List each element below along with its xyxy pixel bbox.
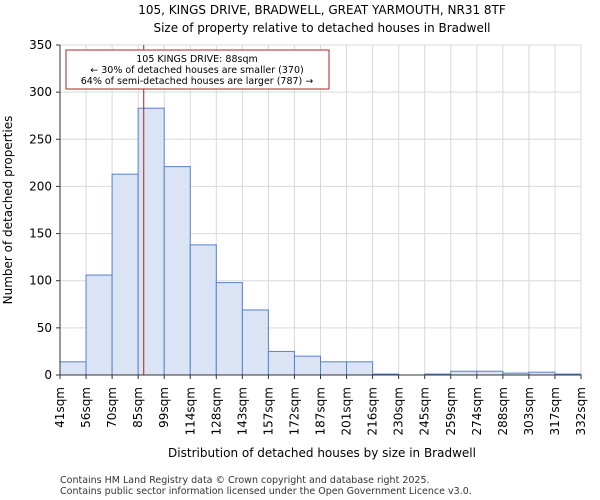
bar-172sqm: [293, 355, 322, 376]
x-tick-label-288sqm: 288sqm: [496, 387, 510, 435]
bar-56sqm: [85, 274, 113, 376]
bar-143sqm: [241, 309, 269, 376]
annotation-line-3: 64% of semi-detached houses are larger (…: [81, 76, 314, 87]
x-tick-label-274sqm: 274sqm: [470, 387, 484, 435]
y-tick-label-150: 150: [29, 227, 52, 241]
x-tick-label-317sqm: 317sqm: [548, 387, 562, 435]
annotation-line-1: 105 KINGS DRIVE: 88sqm: [136, 54, 257, 65]
x-tick-label-70sqm: 70sqm: [105, 387, 119, 428]
x-axis-label: Distribution of detached houses by size …: [168, 446, 476, 460]
bar-128sqm: [215, 282, 243, 376]
x-tick-label-259sqm: 259sqm: [444, 387, 458, 435]
y-tick-labels: 0 50 100 150 200 250 300 350: [29, 38, 60, 382]
bar-157sqm: [267, 350, 295, 376]
annotation-line-2: ← 30% of detached houses are smaller (37…: [90, 65, 303, 76]
chart-title: 105, KINGS DRIVE, BRADWELL, GREAT YARMOU…: [138, 3, 506, 17]
x-tick-label-230sqm: 230sqm: [392, 387, 406, 435]
x-tick-label-303sqm: 303sqm: [522, 387, 536, 435]
y-tick-label-250: 250: [29, 132, 52, 146]
x-tick-label-114sqm: 114sqm: [183, 387, 197, 435]
y-tick-label-350: 350: [29, 38, 52, 52]
y-tick-label-100: 100: [29, 274, 52, 288]
bar-99sqm: [163, 166, 191, 376]
x-tick-label-56sqm: 56sqm: [79, 387, 93, 428]
x-tick-label-216sqm: 216sqm: [366, 387, 380, 435]
bar-259sqm: [450, 370, 478, 376]
y-tick-label-50: 50: [37, 321, 52, 335]
y-axis-label: Number of detached properties: [1, 116, 15, 305]
x-tick-label-41sqm: 41sqm: [53, 387, 67, 428]
x-tick-label-157sqm: 157sqm: [261, 387, 275, 435]
x-tick-label-245sqm: 245sqm: [418, 387, 432, 435]
x-tick-labels: 41sqm 56sqm 70sqm 85sqm 99sqm 114sqm 128sqm 143…: [53, 375, 588, 435]
bar-201sqm: [346, 361, 374, 376]
bar-114sqm: [189, 244, 217, 376]
x-tick-label-187sqm: 187sqm: [314, 387, 328, 435]
bar-187sqm: [320, 361, 348, 376]
bar-70sqm: [111, 173, 139, 376]
annotation-box: 105 KINGS DRIVE: 88sqm ← 30% of detached…: [65, 49, 330, 90]
x-tick-label-201sqm: 201sqm: [340, 387, 354, 435]
x-tick-label-172sqm: 172sqm: [287, 387, 301, 435]
bar-41sqm: [59, 361, 87, 376]
y-tick-label-200: 200: [29, 179, 52, 193]
x-tick-label-332sqm: 332sqm: [574, 387, 588, 435]
footer-line-2: Contains public sector information licen…: [60, 486, 472, 497]
x-tick-label-143sqm: 143sqm: [235, 387, 249, 435]
x-tick-label-128sqm: 128sqm: [209, 387, 223, 435]
annotation-frame: [65, 49, 330, 90]
x-tick-label-85sqm: 85sqm: [131, 387, 145, 428]
footer-line-1: Contains HM Land Registry data © Crown c…: [60, 475, 430, 486]
y-tick-label-0: 0: [44, 368, 52, 382]
x-tick-label-99sqm: 99sqm: [157, 387, 171, 428]
y-tick-label-300: 300: [29, 85, 52, 99]
chart-subtitle: Size of property relative to detached ho…: [153, 21, 490, 35]
bar-274sqm: [476, 370, 504, 376]
bar-85sqm: [137, 107, 165, 376]
